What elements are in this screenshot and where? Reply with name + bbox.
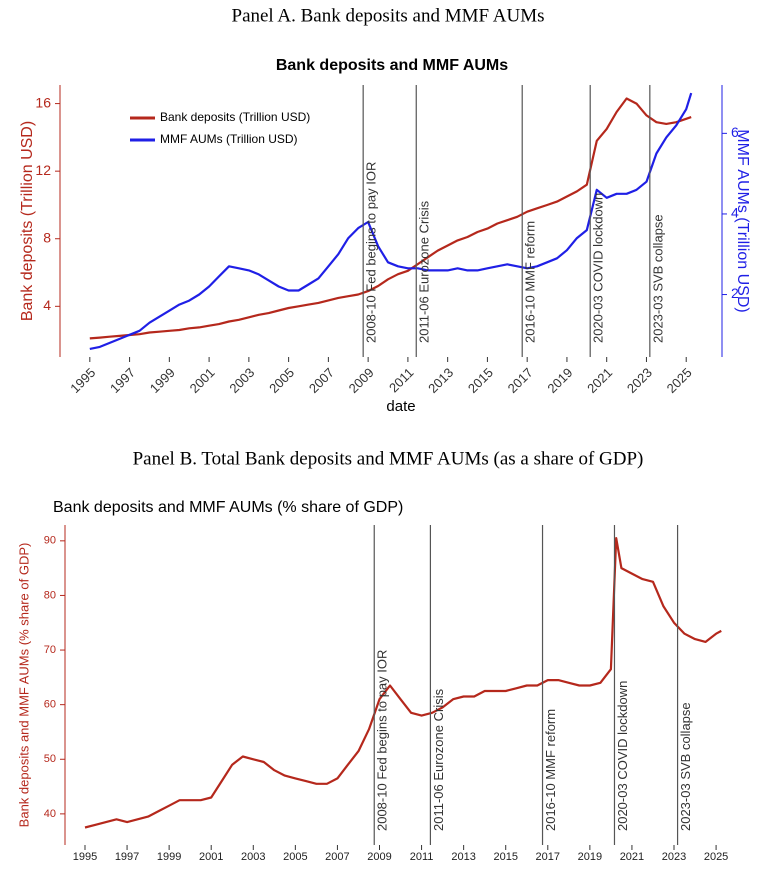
y-tick-label: 70	[44, 644, 56, 656]
data-line	[89, 92, 693, 350]
x-tick-label: 2013	[451, 851, 475, 863]
x-tick-label: 2009	[367, 851, 391, 863]
x-tick-label: 2003	[241, 851, 265, 863]
x-tick-label: 2021	[584, 365, 615, 396]
x-axis-label: date	[386, 398, 415, 415]
y-tick-label: 12	[35, 162, 51, 178]
event-label: 2023-03 SVB collapse	[678, 702, 693, 831]
y2-axis-label: MMF AUMs (Trillion USD)	[734, 129, 751, 312]
y-tick-label: 50	[44, 753, 56, 765]
x-tick-label: 2011	[410, 851, 434, 863]
x-tick-label: 2011	[386, 365, 416, 395]
y-tick-label: 90	[44, 535, 56, 547]
x-tick-label: 2007	[306, 365, 337, 396]
x-tick-label: 2023	[624, 365, 655, 396]
y2-tick-label: 2	[731, 285, 739, 301]
y-tick-label: 60	[44, 699, 56, 711]
x-tick-label: 2017	[536, 851, 560, 863]
x-tick-label: 2015	[465, 365, 496, 396]
event-label: 2008-10 Fed begins to pay IOR	[364, 162, 379, 343]
x-tick-label: 2001	[199, 851, 223, 863]
x-tick-label: 2007	[325, 851, 349, 863]
event-label: 2020-03 COVID lockdown	[591, 193, 606, 343]
x-tick-label: 1995	[67, 365, 98, 396]
event-label: 2008-10 Fed begins to pay IOR	[375, 650, 390, 831]
legend-label: MMF AUMs (Trillion USD)	[160, 132, 298, 146]
x-tick-label: 2025	[664, 365, 695, 396]
y2-tick-label: 4	[731, 205, 739, 221]
x-tick-label: 2015	[493, 851, 517, 863]
x-tick-label: 1999	[147, 365, 178, 396]
x-tick-label: 2021	[620, 851, 644, 863]
data-line	[89, 97, 692, 340]
y-tick-label: 4	[43, 297, 51, 313]
panel-title: Panel B. Total Bank deposits and MMF AUM…	[133, 448, 644, 469]
x-tick-label: 1995	[73, 851, 97, 863]
x-tick-label: 2005	[266, 365, 297, 396]
event-label: 2020-03 COVID lockdown	[615, 681, 630, 831]
event-label: 2016-10 MMF reform	[523, 221, 538, 343]
x-tick-label: 2013	[425, 365, 456, 396]
data-line	[84, 537, 722, 829]
x-tick-label: 2019	[544, 365, 575, 396]
legend-label: Bank deposits (Trillion USD)	[160, 110, 310, 124]
chart-title: Bank deposits and MMF AUMs (% share of G…	[53, 499, 403, 516]
x-tick-label: 2017	[505, 365, 536, 396]
event-label: 2016-10 MMF reform	[543, 709, 558, 831]
panel-title: Panel A. Bank deposits and MMF AUMs	[232, 5, 545, 26]
x-tick-label: 1997	[107, 365, 138, 396]
x-tick-label: 2001	[187, 365, 218, 396]
x-tick-label: 1997	[115, 851, 139, 863]
x-tick-label: 2009	[346, 365, 377, 396]
x-tick-label: 2023	[662, 851, 686, 863]
x-tick-label: 2005	[283, 851, 307, 863]
event-label: 2011-06 Eurozone Crisis	[431, 688, 446, 831]
x-tick-label: 2019	[578, 851, 602, 863]
x-tick-label: 2025	[704, 851, 728, 863]
x-tick-label: 1999	[157, 851, 181, 863]
y-tick-label: 8	[43, 229, 51, 245]
event-label: 2023-03 SVB collapse	[650, 214, 665, 343]
y-axis-label: Bank deposits (Trillion USD)	[19, 121, 36, 321]
y2-tick-label: 6	[731, 124, 739, 140]
event-label: 2011-06 Eurozone Crisis	[417, 200, 432, 343]
y-tick-label: 16	[35, 94, 51, 110]
chart-title: Bank deposits and MMF AUMs	[276, 57, 508, 74]
y-axis-label: Bank deposits and MMF AUMs (% share of G…	[16, 543, 31, 828]
y-tick-label: 40	[44, 808, 56, 820]
x-tick-label: 2003	[226, 365, 257, 396]
y-tick-label: 80	[44, 589, 56, 601]
